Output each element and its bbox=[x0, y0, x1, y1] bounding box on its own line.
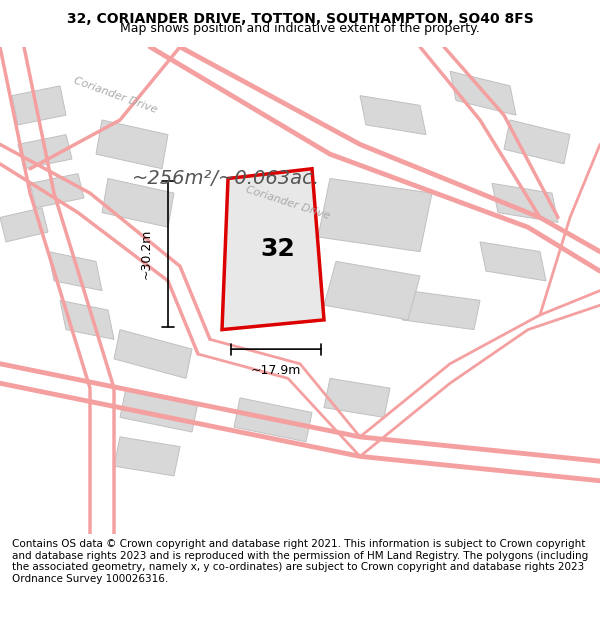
Text: ~17.9m: ~17.9m bbox=[251, 364, 301, 377]
Polygon shape bbox=[504, 120, 570, 164]
Text: Coriander Drive: Coriander Drive bbox=[245, 184, 331, 221]
Polygon shape bbox=[102, 179, 174, 227]
Polygon shape bbox=[318, 179, 432, 252]
Text: Map shows position and indicative extent of the property.: Map shows position and indicative extent… bbox=[120, 22, 480, 35]
Text: ~256m²/~0.063ac.: ~256m²/~0.063ac. bbox=[132, 169, 320, 188]
Polygon shape bbox=[18, 134, 72, 169]
Polygon shape bbox=[234, 398, 312, 442]
Polygon shape bbox=[480, 242, 546, 281]
Polygon shape bbox=[96, 120, 168, 169]
Polygon shape bbox=[222, 169, 324, 329]
Polygon shape bbox=[324, 261, 420, 320]
Text: ~30.2m: ~30.2m bbox=[140, 229, 153, 279]
Text: 32, CORIANDER DRIVE, TOTTON, SOUTHAMPTON, SO40 8FS: 32, CORIANDER DRIVE, TOTTON, SOUTHAMPTON… bbox=[67, 12, 533, 26]
Text: Coriander Drive: Coriander Drive bbox=[72, 76, 158, 116]
Polygon shape bbox=[114, 437, 180, 476]
Polygon shape bbox=[0, 208, 48, 242]
Polygon shape bbox=[30, 174, 84, 208]
Polygon shape bbox=[402, 291, 480, 329]
Polygon shape bbox=[114, 329, 192, 378]
Polygon shape bbox=[492, 183, 558, 222]
Text: 32: 32 bbox=[260, 237, 295, 261]
Polygon shape bbox=[120, 388, 198, 432]
Polygon shape bbox=[324, 378, 390, 418]
Polygon shape bbox=[360, 96, 426, 134]
Text: Contains OS data © Crown copyright and database right 2021. This information is : Contains OS data © Crown copyright and d… bbox=[12, 539, 588, 584]
Polygon shape bbox=[48, 252, 102, 291]
Polygon shape bbox=[450, 71, 516, 115]
Polygon shape bbox=[12, 86, 66, 125]
Polygon shape bbox=[60, 301, 114, 339]
